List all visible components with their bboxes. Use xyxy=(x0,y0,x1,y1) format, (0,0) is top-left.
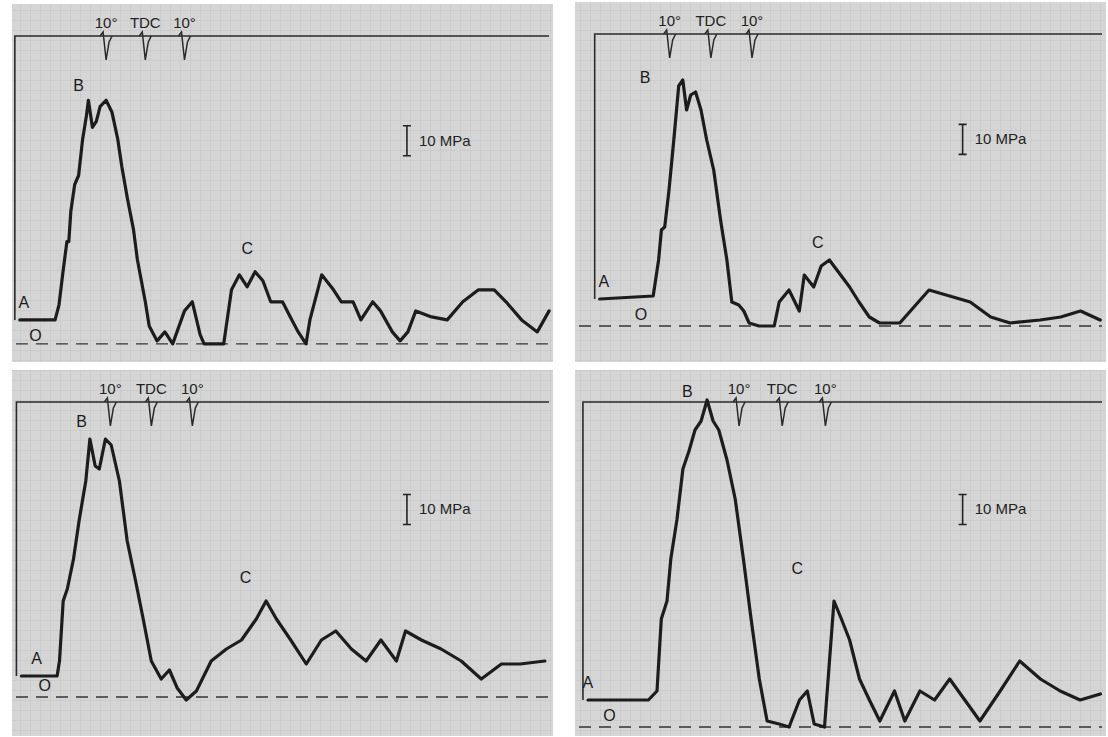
grid xyxy=(575,370,1106,736)
figure: 10°TDC10°10 MPaAOBC10°TDC10°10 MPaAOBC10… xyxy=(0,0,1108,737)
panel-background xyxy=(12,4,553,362)
point-label: A xyxy=(31,650,42,667)
grid xyxy=(12,370,553,736)
crank-marker-label: 10° xyxy=(728,380,751,397)
point-label: O xyxy=(29,327,41,344)
reference-line xyxy=(579,325,1102,326)
point-label: B xyxy=(73,77,84,94)
crank-marker-label: TDC xyxy=(767,380,798,397)
crank-marker-label: 10° xyxy=(814,380,837,397)
point-label: B xyxy=(640,69,651,86)
crank-marker-label: TDC xyxy=(695,12,726,29)
crank-marker-label: 10° xyxy=(173,14,196,31)
crank-marker xyxy=(664,30,676,58)
point-label: A xyxy=(583,674,594,691)
point-label: O xyxy=(39,677,51,694)
crank-marker xyxy=(139,32,151,60)
point-label: B xyxy=(682,383,693,400)
point-label: A xyxy=(18,294,29,311)
plot-data xyxy=(600,80,1100,326)
scale-bar-label: 10 MPa xyxy=(975,130,1027,147)
point-label: B xyxy=(76,413,87,430)
crank-marker-label: 10° xyxy=(658,12,681,29)
crank-marker-label: 10° xyxy=(741,12,764,29)
reference-line xyxy=(16,343,549,344)
marker-trace xyxy=(15,36,549,320)
reference-line xyxy=(579,726,1102,727)
crank-marker xyxy=(776,398,788,426)
panel-background xyxy=(575,370,1106,736)
scale-bar xyxy=(403,494,411,524)
crank-marker xyxy=(705,30,717,58)
crank-marker-label: TDC xyxy=(130,14,161,31)
panel: 10° TDC 10° 10 MPa AO B C xyxy=(12,370,553,736)
point-label: C xyxy=(812,234,824,251)
grid xyxy=(575,2,1106,362)
panel: 10° TDC 10° 10 MPa AO B C xyxy=(12,4,553,362)
point-label: C xyxy=(240,569,252,586)
crank-marker xyxy=(733,398,745,426)
point-label: C xyxy=(241,240,253,257)
scale-bar xyxy=(959,494,967,524)
pressure-trace xyxy=(20,100,549,344)
grid xyxy=(12,4,553,362)
scale-bar xyxy=(403,126,411,156)
point-label: A xyxy=(598,273,609,290)
panel-background xyxy=(12,370,553,736)
point-label: C xyxy=(792,560,804,577)
marker-trace xyxy=(16,402,549,676)
crank-marker xyxy=(145,398,157,426)
crank-marker-label: 10° xyxy=(99,380,122,397)
crank-marker-label: TDC xyxy=(136,380,167,397)
pressure-trace xyxy=(588,400,1100,727)
crank-marker xyxy=(178,32,190,60)
plot-data xyxy=(21,439,544,700)
panel: 10° TDC 10° 10 MPa AO B C xyxy=(575,370,1106,736)
page-background xyxy=(0,0,1108,737)
panel: 10° TDC 10° 10 MPa A O B C xyxy=(575,2,1106,362)
point-label: O xyxy=(635,306,647,323)
scale-bar-label: 10 MPa xyxy=(419,500,471,517)
marker-trace xyxy=(583,402,1102,700)
scale-bar-label: 10 MPa xyxy=(419,132,471,149)
pressure-trace xyxy=(21,439,544,700)
crank-marker xyxy=(100,32,112,60)
plot-data xyxy=(20,100,549,344)
crank-marker xyxy=(104,398,116,426)
crank-marker-label: 10° xyxy=(95,14,118,31)
pressure-trace xyxy=(600,80,1100,326)
crank-marker xyxy=(746,30,758,58)
scale-bar xyxy=(959,124,967,154)
crank-marker-label: 10° xyxy=(181,380,204,397)
panel-background xyxy=(575,2,1106,362)
crank-marker xyxy=(186,398,198,426)
crank-marker xyxy=(819,398,831,426)
point-label: O xyxy=(603,707,615,724)
plot-data xyxy=(588,400,1100,727)
scale-bar-label: 10 MPa xyxy=(975,500,1027,517)
reference-line xyxy=(16,696,549,697)
